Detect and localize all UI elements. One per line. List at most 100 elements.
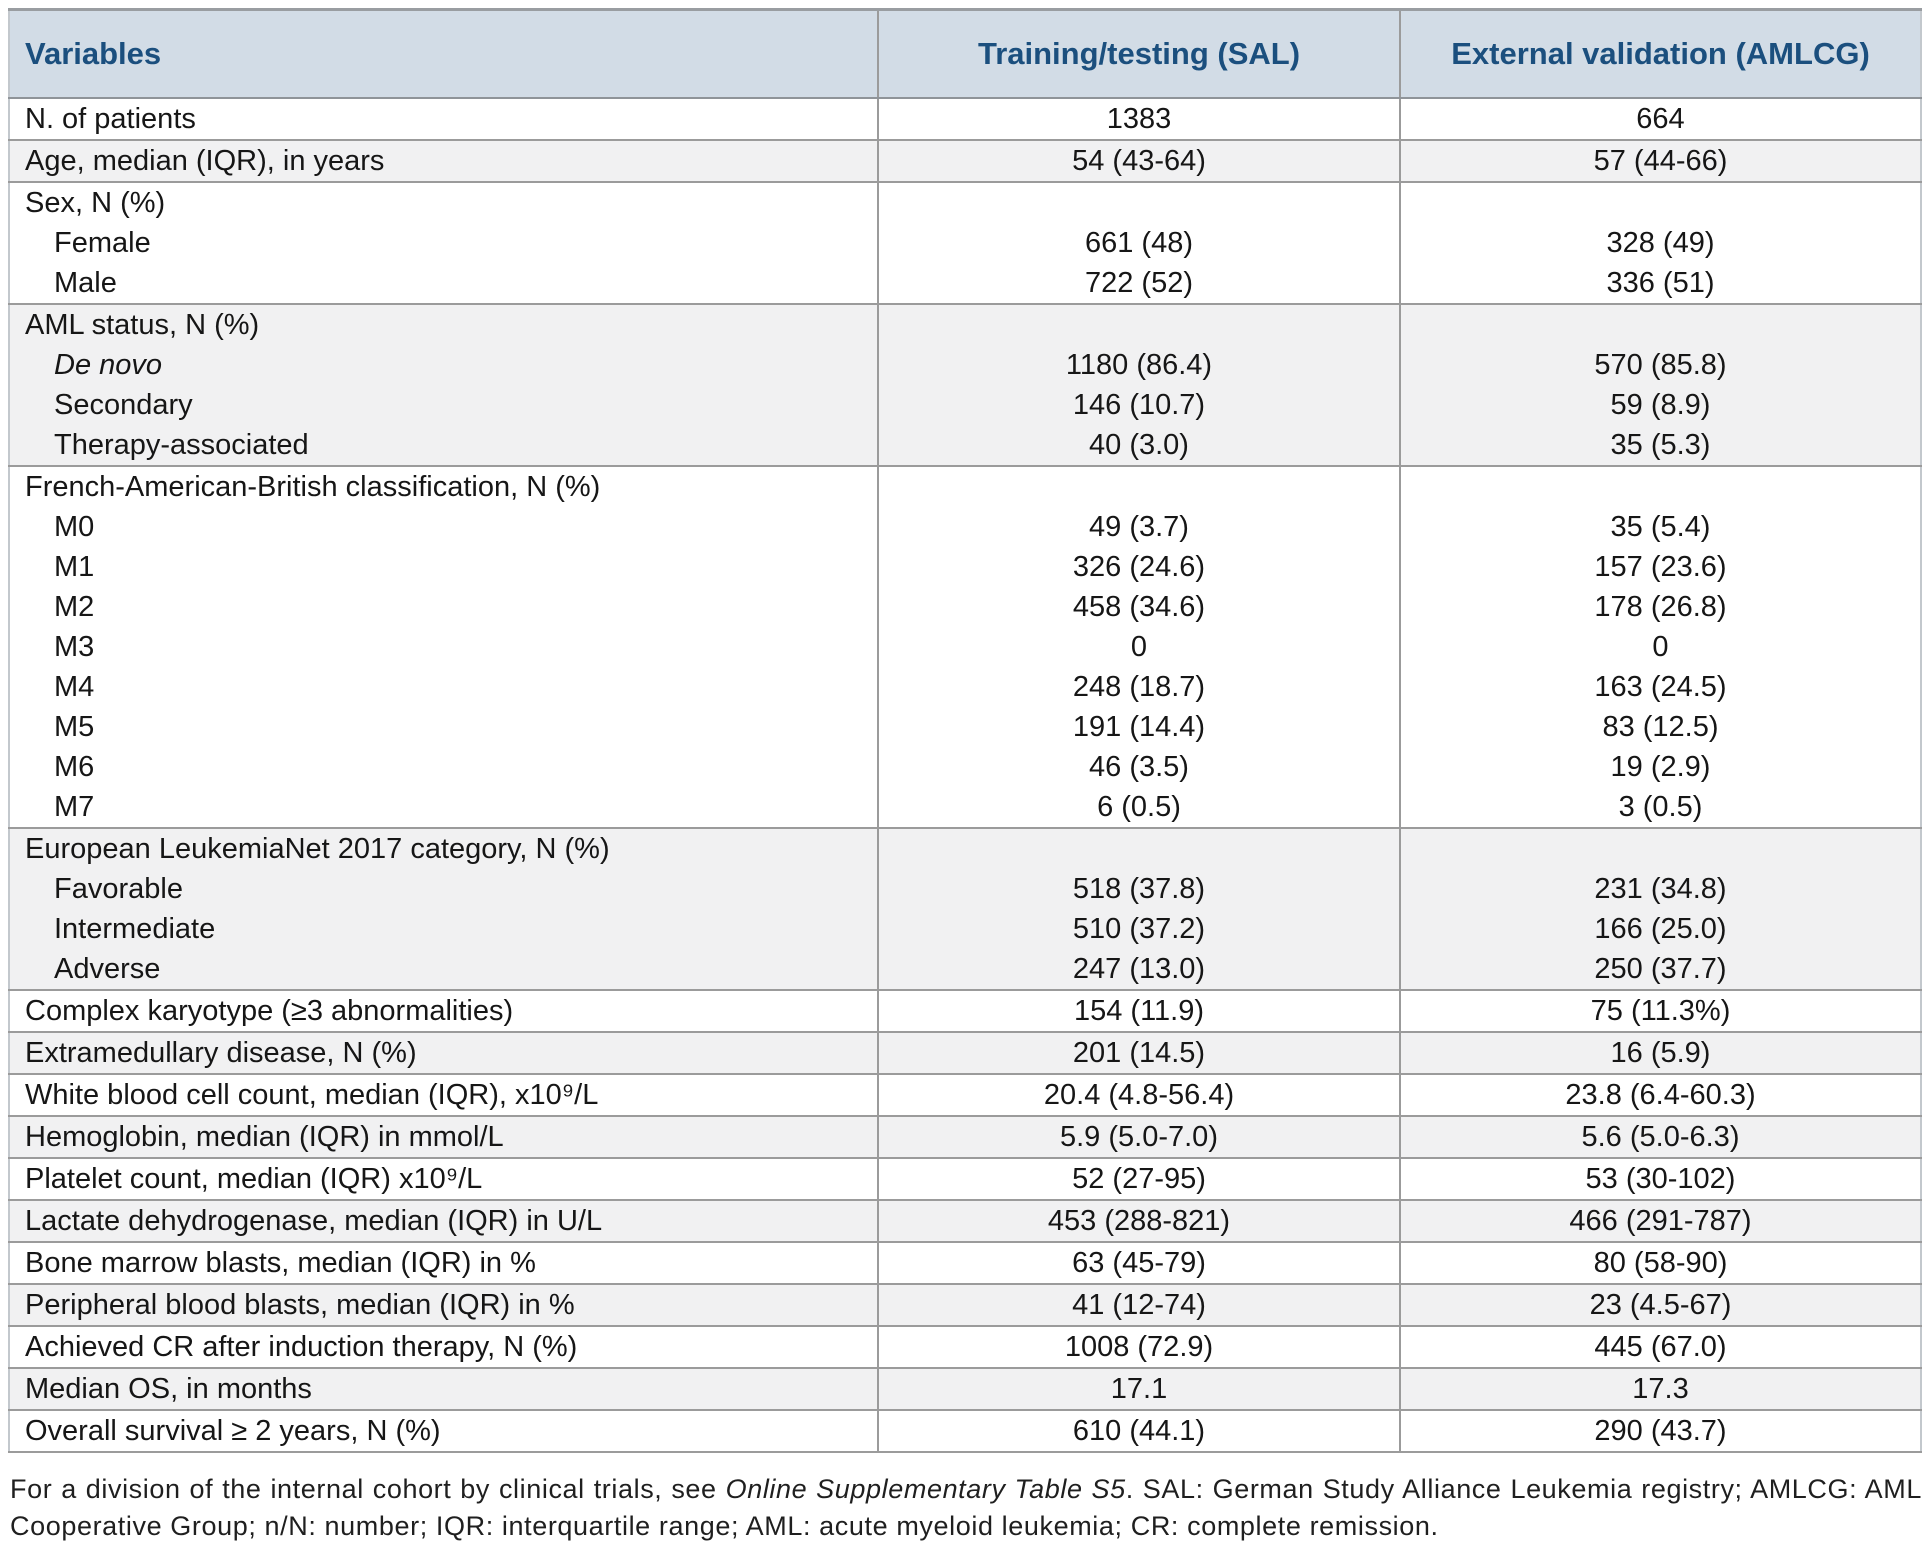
patient-characteristics-table: Variables Training/testing (SAL) Externa… (8, 8, 1922, 1453)
amlcg-value: 80 (58-90) (1399, 1241, 1921, 1284)
variable-label: M0 (54, 511, 95, 543)
variable-label: N. of patients (9, 97, 878, 140)
variable-label: M7 (54, 791, 95, 823)
sal-value: 722 (52) (877, 263, 1400, 304)
amlcg-value: 166 (25.0) (1399, 909, 1921, 949)
table-row: Adverse 247 (13.0) 250 (37.7) (9, 949, 1921, 990)
table-row: AML status, N (%) (9, 303, 1921, 345)
variable-label: White blood cell count, median (IQR), x1… (9, 1073, 878, 1116)
table-row: Sex, N (%) (9, 181, 1921, 223)
variable-label: Favorable (9, 869, 878, 909)
amlcg-value: 35 (5.4) (1399, 507, 1921, 547)
variable-label: Peripheral blood blasts, median (IQR) in… (9, 1283, 878, 1326)
sal-value: 1008 (72.9) (877, 1325, 1400, 1368)
table-row: M5 191 (14.4) 83 (12.5) (9, 707, 1921, 747)
variable-label: French-American-British classification, … (9, 465, 878, 507)
amlcg-value: 250 (37.7) (1399, 949, 1921, 990)
table-row: Therapy-associated 40 (3.0) 35 (5.3) (9, 425, 1921, 466)
variable-label: Age, median (IQR), in years (9, 139, 878, 182)
variable-label: Bone marrow blasts, median (IQR) in % (9, 1241, 878, 1284)
sal-value (877, 303, 1400, 345)
table-row: Peripheral blood blasts, median (IQR) in… (9, 1283, 1921, 1326)
variable-label: Secondary (9, 385, 878, 425)
sal-value: 247 (13.0) (877, 949, 1400, 990)
table-row: Bone marrow blasts, median (IQR) in % 63 … (9, 1241, 1921, 1284)
table-row: De novo 1180 (86.4) 570 (85.8) (9, 345, 1921, 385)
variable-label: Therapy-associated (9, 425, 878, 466)
amlcg-value: 57 (44-66) (1399, 139, 1921, 182)
sal-value: 146 (10.7) (877, 385, 1400, 425)
sal-value: 458 (34.6) (877, 587, 1400, 627)
sal-value: 46 (3.5) (877, 747, 1400, 787)
table-row: Platelet count, median (IQR) x10⁹/L 52 (2… (9, 1157, 1921, 1200)
table-row: French-American-British classification, … (9, 465, 1921, 507)
variable-label: M5 (54, 711, 95, 743)
amlcg-value (1399, 303, 1921, 345)
sal-value: 1383 (877, 97, 1400, 140)
table-row: M0 49 (3.7) 35 (5.4) (9, 507, 1921, 547)
variable-label: Lactate dehydrogenase, median (IQR) in U… (9, 1199, 878, 1242)
variable-label: M4 (54, 671, 95, 703)
variable-label: Male (54, 267, 117, 299)
variable-label: M1 (54, 551, 95, 583)
sal-value (877, 465, 1400, 507)
variable-label: Hemoglobin, median (IQR) in mmol/L (9, 1115, 878, 1158)
table-row: Median OS, in months 17.1 17.3 (9, 1367, 1921, 1410)
sal-value: 0 (877, 627, 1400, 667)
table-row: Extramedullary disease, N (%) 201 (14.5) 1… (9, 1031, 1921, 1074)
table-row: M7 6 (0.5) 3 (0.5) (9, 787, 1921, 828)
sal-value: 510 (37.2) (877, 909, 1400, 949)
sal-value: 453 (288-821) (877, 1199, 1400, 1242)
table-row: Female 661 (48) 328 (49) (9, 223, 1921, 263)
variable-label: Complex karyotype (≥3 abnormalities) (9, 989, 878, 1032)
sal-value: 248 (18.7) (877, 667, 1400, 707)
amlcg-value: 466 (291-787) (1399, 1199, 1921, 1242)
variable-label: Female (54, 227, 151, 259)
table-row: Male 722 (52) 336 (51) (9, 263, 1921, 304)
sal-value: 5.9 (5.0-7.0) (877, 1115, 1400, 1158)
variable-label: Extramedullary disease, N (%) (9, 1031, 878, 1074)
variable-label: M3 (54, 631, 95, 663)
variable-label: M2 (54, 591, 95, 623)
variable-label: Adverse (9, 949, 878, 990)
table-row: White blood cell count, median (IQR), x1… (9, 1073, 1921, 1116)
table-row: M6 46 (3.5) 19 (2.9) (9, 747, 1921, 787)
sal-value (877, 827, 1400, 869)
table-row: Intermediate 510 (37.2) 166 (25.0) (9, 909, 1921, 949)
amlcg-value: 17.3 (1399, 1367, 1921, 1410)
amlcg-value: 23 (4.5-67) (1399, 1283, 1921, 1326)
sal-value: 54 (43-64) (877, 139, 1400, 182)
amlcg-value: 59 (8.9) (1399, 385, 1921, 425)
amlcg-value (1399, 181, 1921, 223)
sal-value: 518 (37.8) (877, 869, 1400, 909)
table-row: Lactate dehydrogenase, median (IQR) in U… (9, 1199, 1921, 1242)
table-row: M2 458 (34.6) 178 (26.8) (9, 587, 1921, 627)
amlcg-value (1399, 465, 1921, 507)
amlcg-value: 3 (0.5) (1399, 787, 1921, 828)
variable-label: De novo (9, 345, 878, 385)
table-header-row: Variables Training/testing (SAL) Externa… (9, 9, 1921, 99)
amlcg-value: 336 (51) (1399, 263, 1921, 304)
variable-label: European LeukemiaNet 2017 category, N (%… (9, 827, 878, 869)
amlcg-value: 16 (5.9) (1399, 1031, 1921, 1074)
sal-value: 49 (3.7) (877, 507, 1400, 547)
table-row: Age, median (IQR), in years 54 (43-64) 57 … (9, 139, 1921, 182)
footnote-italic-reference: Online Supplementary Table S5 (725, 1474, 1126, 1504)
amlcg-value: 163 (24.5) (1399, 667, 1921, 707)
sal-value: 63 (45-79) (877, 1241, 1400, 1284)
table-row: European LeukemiaNet 2017 category, N (%… (9, 827, 1921, 869)
footnote-text-before: For a division of the internal cohort by… (10, 1474, 726, 1504)
sal-value: 6 (0.5) (877, 787, 1400, 828)
variable-label: Overall survival ≥ 2 years, N (%) (9, 1409, 878, 1452)
sal-value: 610 (44.1) (877, 1409, 1400, 1452)
table-row: M3 0 0 (9, 627, 1921, 667)
amlcg-value: 83 (12.5) (1399, 707, 1921, 747)
amlcg-value: 157 (23.6) (1399, 547, 1921, 587)
sal-value: 20.4 (4.8-56.4) (877, 1073, 1400, 1116)
variable-label: AML status, N (%) (9, 303, 878, 345)
amlcg-value: 445 (67.0) (1399, 1325, 1921, 1368)
amlcg-value (1399, 827, 1921, 869)
table-body: N. of patients 1383 664 Age, median (IQR), … (9, 97, 1921, 1452)
sal-value: 661 (48) (877, 223, 1400, 263)
amlcg-value: 23.8 (6.4-60.3) (1399, 1073, 1921, 1116)
